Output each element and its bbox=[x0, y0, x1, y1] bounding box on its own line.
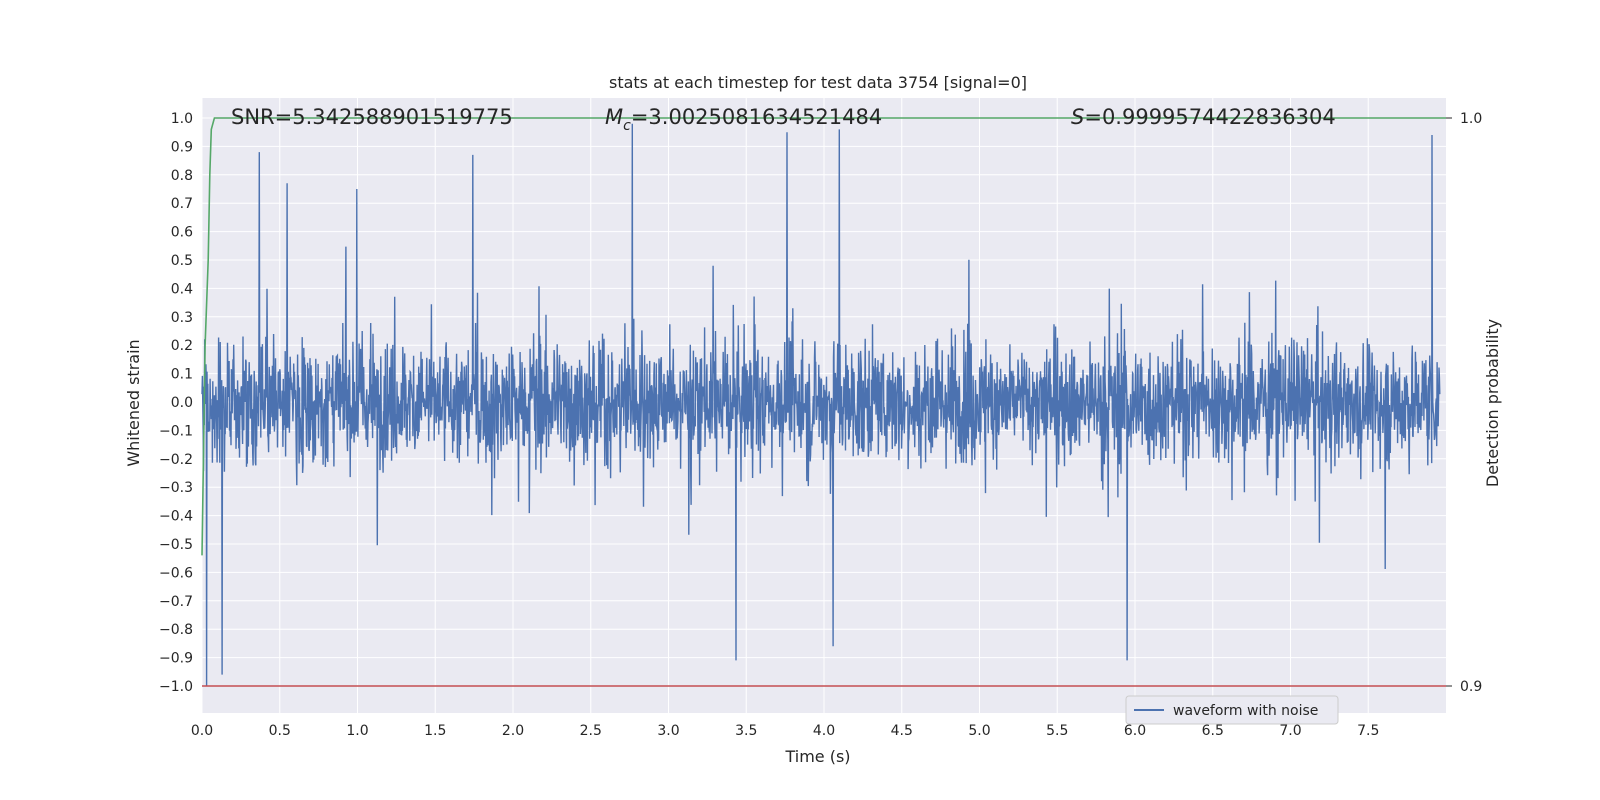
y-tick-label: 1.0 bbox=[171, 111, 193, 127]
right-y-axis-label: Detection probability bbox=[1483, 319, 1502, 487]
y-axis-label: Whitened strain bbox=[124, 339, 143, 466]
y-tick-label: −0.1 bbox=[159, 423, 193, 439]
y-tick-label: −0.6 bbox=[159, 565, 193, 581]
x-tick-label: 5.0 bbox=[968, 723, 990, 739]
legend-box bbox=[1125, 695, 1339, 725]
x-tick-label: 7.5 bbox=[1357, 723, 1379, 739]
x-tick-label: 5.5 bbox=[1046, 723, 1068, 739]
x-tick-label: 0.5 bbox=[269, 723, 291, 739]
y-tick-label: 0.0 bbox=[171, 395, 193, 411]
y-axis-ticks: 1.0 0.9 0.8 0.7 0.6 0.5 0.4 0.3 0.2 0.1 0.0 −0.1 −0.… bbox=[159, 111, 193, 695]
y-tick-label: 0.5 bbox=[171, 253, 193, 269]
x-tick-label: 1.5 bbox=[424, 723, 446, 739]
legend-label-waveform: waveform with noise bbox=[1173, 703, 1318, 719]
y-tick-label: −0.2 bbox=[159, 452, 193, 468]
x-axis-label: Time (s) bbox=[784, 747, 850, 766]
x-tick-label: 6.5 bbox=[1202, 723, 1224, 739]
x-tick-label: 2.0 bbox=[502, 723, 524, 739]
waveform-line bbox=[201, 123, 1441, 687]
y-tick-label: 0.3 bbox=[171, 310, 193, 326]
x-tick-label: 1.0 bbox=[346, 723, 368, 739]
y-tick-label: −0.9 bbox=[159, 651, 193, 667]
series-layer bbox=[201, 117, 1446, 687]
y-tick-label: 0.8 bbox=[171, 168, 193, 184]
y-tick-label: −0.7 bbox=[159, 594, 193, 610]
chart-title: stats at each timestep for test data 375… bbox=[609, 73, 1027, 92]
y-tick-label: 0.2 bbox=[171, 338, 193, 354]
snr-annotation: SNR=5.342588901519775 bbox=[231, 105, 513, 129]
y-tick-label: 0.1 bbox=[171, 367, 193, 383]
y-tick-label: 0.9 bbox=[171, 139, 193, 155]
x-tick-label: 3.0 bbox=[657, 723, 679, 739]
x-tick-label: 7.0 bbox=[1279, 723, 1301, 739]
x-tick-label: 6.0 bbox=[1124, 723, 1146, 739]
y-tick-label: −0.8 bbox=[159, 622, 193, 638]
s-annotation: S=0.9999574422836304 bbox=[1071, 105, 1336, 129]
y-tick-label: −0.5 bbox=[159, 537, 193, 553]
x-tick-label: 4.5 bbox=[891, 723, 913, 739]
y-tick-label: −0.3 bbox=[159, 480, 193, 496]
x-tick-label: 2.5 bbox=[580, 723, 602, 739]
x-tick-label: 0.0 bbox=[191, 723, 213, 739]
right-axis-ticks: 1.0 0.9 bbox=[1446, 111, 1482, 695]
y-tick-label: 0.7 bbox=[171, 196, 193, 212]
right-tick-label: 1.0 bbox=[1460, 111, 1482, 127]
chirp-mass-annotation: Mc=3.0025081634521484 bbox=[605, 105, 882, 134]
x-axis-ticks: 0.0 0.5 1.0 1.5 2.0 2.5 3.0 3.5 4.0 4.5 5.0 5.5 6.0 6… bbox=[191, 723, 1380, 739]
legend: waveform with noise bbox=[1125, 695, 1339, 725]
y-tick-label: −1.0 bbox=[159, 679, 193, 695]
y-tick-label: 0.6 bbox=[171, 225, 193, 241]
right-tick-label: 0.9 bbox=[1460, 679, 1482, 695]
x-tick-label: 4.0 bbox=[813, 723, 835, 739]
detection-probability-line bbox=[201, 117, 1446, 556]
y-tick-label: 0.4 bbox=[171, 281, 193, 297]
x-tick-label: 3.5 bbox=[735, 723, 757, 739]
y-tick-label: −0.4 bbox=[159, 509, 193, 525]
